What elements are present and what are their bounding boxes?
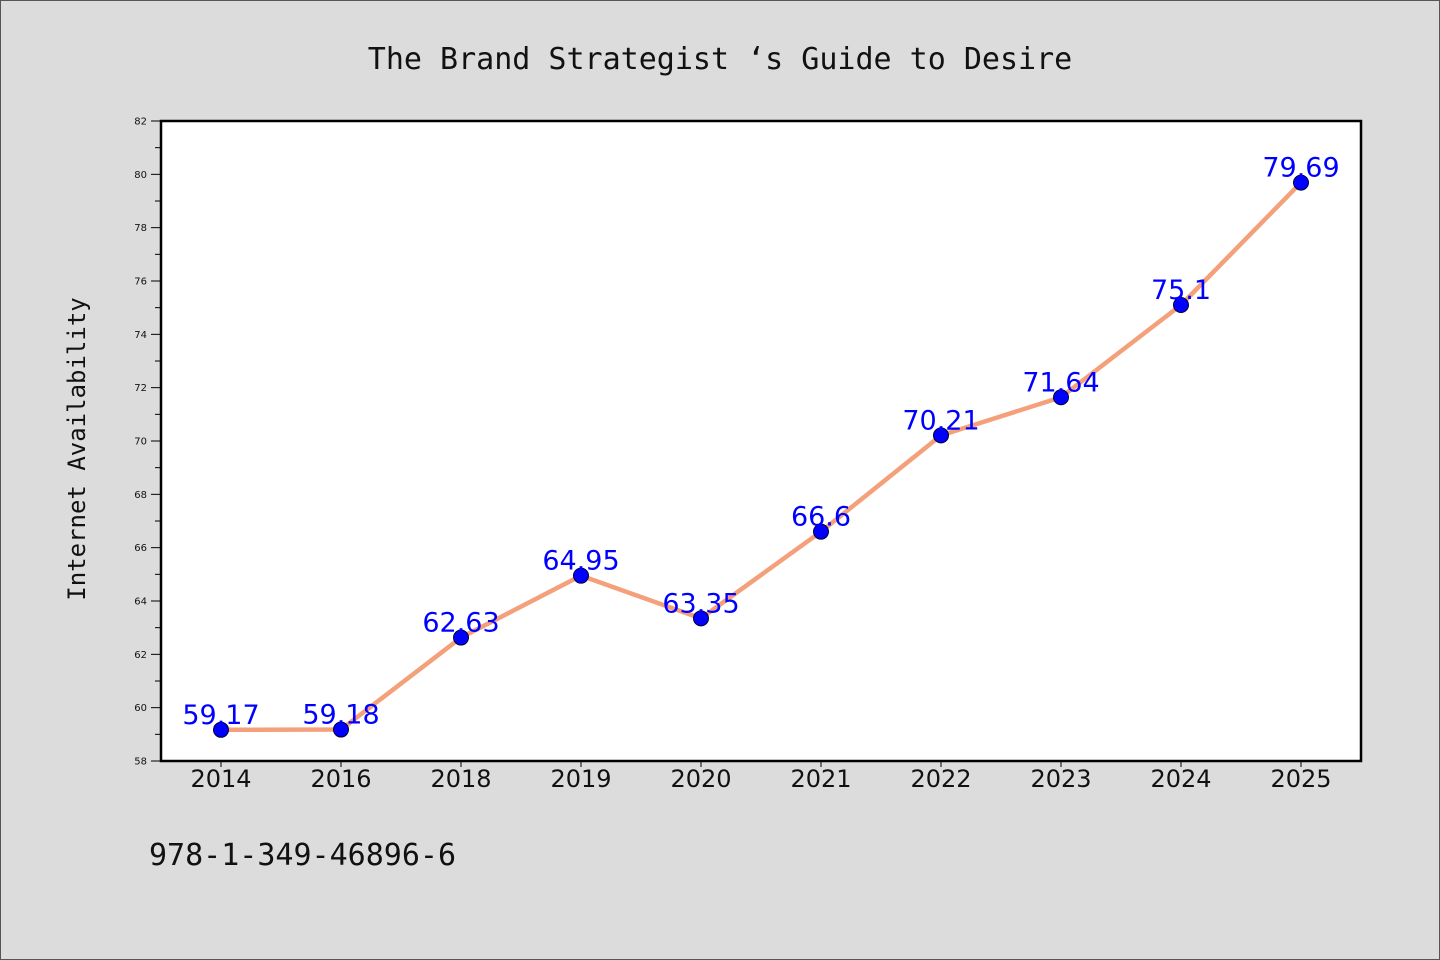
data-label: 59.17 (182, 700, 259, 731)
x-axis-ticks: 2014 2016 2018 2019 2020 2021 2022 2023 2024 2025 (190, 761, 1332, 793)
y-tick-label: 74 (134, 330, 147, 341)
x-tick-label: 2014 (190, 765, 251, 793)
x-tick-label: 2020 (670, 765, 731, 793)
y-tick-label: 62 (134, 650, 147, 661)
data-label: 62.63 (422, 608, 499, 639)
y-tick-label: 68 (134, 490, 147, 501)
data-label: 66.6 (791, 502, 851, 533)
y-tick-label: 60 (134, 703, 147, 714)
chart-title: The Brand Strategist ‘s Guide to Desire (368, 42, 1072, 77)
y-axis-label: Internet Availability (63, 297, 91, 600)
data-label: 79.69 (1262, 153, 1339, 184)
data-point (453, 629, 469, 646)
data-point (1173, 297, 1189, 313)
data-point (213, 721, 229, 738)
isbn-footer: 978-1-349-46896-6 (149, 838, 456, 873)
x-tick-label: 2021 (790, 765, 851, 793)
data-label: 70.21 (902, 405, 979, 436)
data-label-layer: 59.17 59.18 62.63 64.95 63.35 66.6 70.21 71.64 7… (182, 153, 1339, 731)
x-tick-label: 2024 (1150, 765, 1211, 793)
data-point (573, 567, 589, 584)
y-tick-label: 64 (134, 597, 147, 608)
data-point (693, 610, 709, 627)
y-tick-label: 70 (134, 437, 147, 448)
plot-area (159, 119, 1363, 763)
y-tick-label: 82 (134, 117, 147, 128)
data-label: 75.1 (1151, 275, 1211, 306)
data-label: 63.35 (662, 588, 739, 619)
data-point (1293, 174, 1309, 191)
data-point (813, 523, 829, 540)
data-point (1053, 389, 1069, 406)
x-tick-label: 2016 (310, 765, 371, 793)
data-label: 71.64 (1022, 367, 1099, 398)
y-tick-label: 58 (134, 757, 147, 768)
x-tick-label: 2022 (910, 765, 971, 793)
data-point (333, 721, 349, 738)
data-point (933, 427, 949, 444)
x-tick-label: 2025 (1270, 765, 1331, 793)
series-layer (213, 174, 1309, 738)
data-label: 64.95 (542, 546, 619, 577)
data-label: 59.18 (302, 700, 379, 731)
x-tick-label: 2023 (1030, 765, 1091, 793)
y-tick-label: 78 (134, 223, 147, 234)
x-tick-label: 2019 (550, 765, 611, 793)
series-line (218, 180, 1304, 733)
y-axis-ticks: 58 60 62 64 66 68 70 72 74 76 78 80 82 (134, 117, 161, 768)
y-tick-label: 76 (134, 277, 147, 288)
y-tick-label: 80 (134, 170, 147, 181)
y-tick-label: 72 (134, 383, 147, 394)
x-tick-label: 2018 (430, 765, 491, 793)
y-tick-label: 66 (134, 543, 147, 554)
